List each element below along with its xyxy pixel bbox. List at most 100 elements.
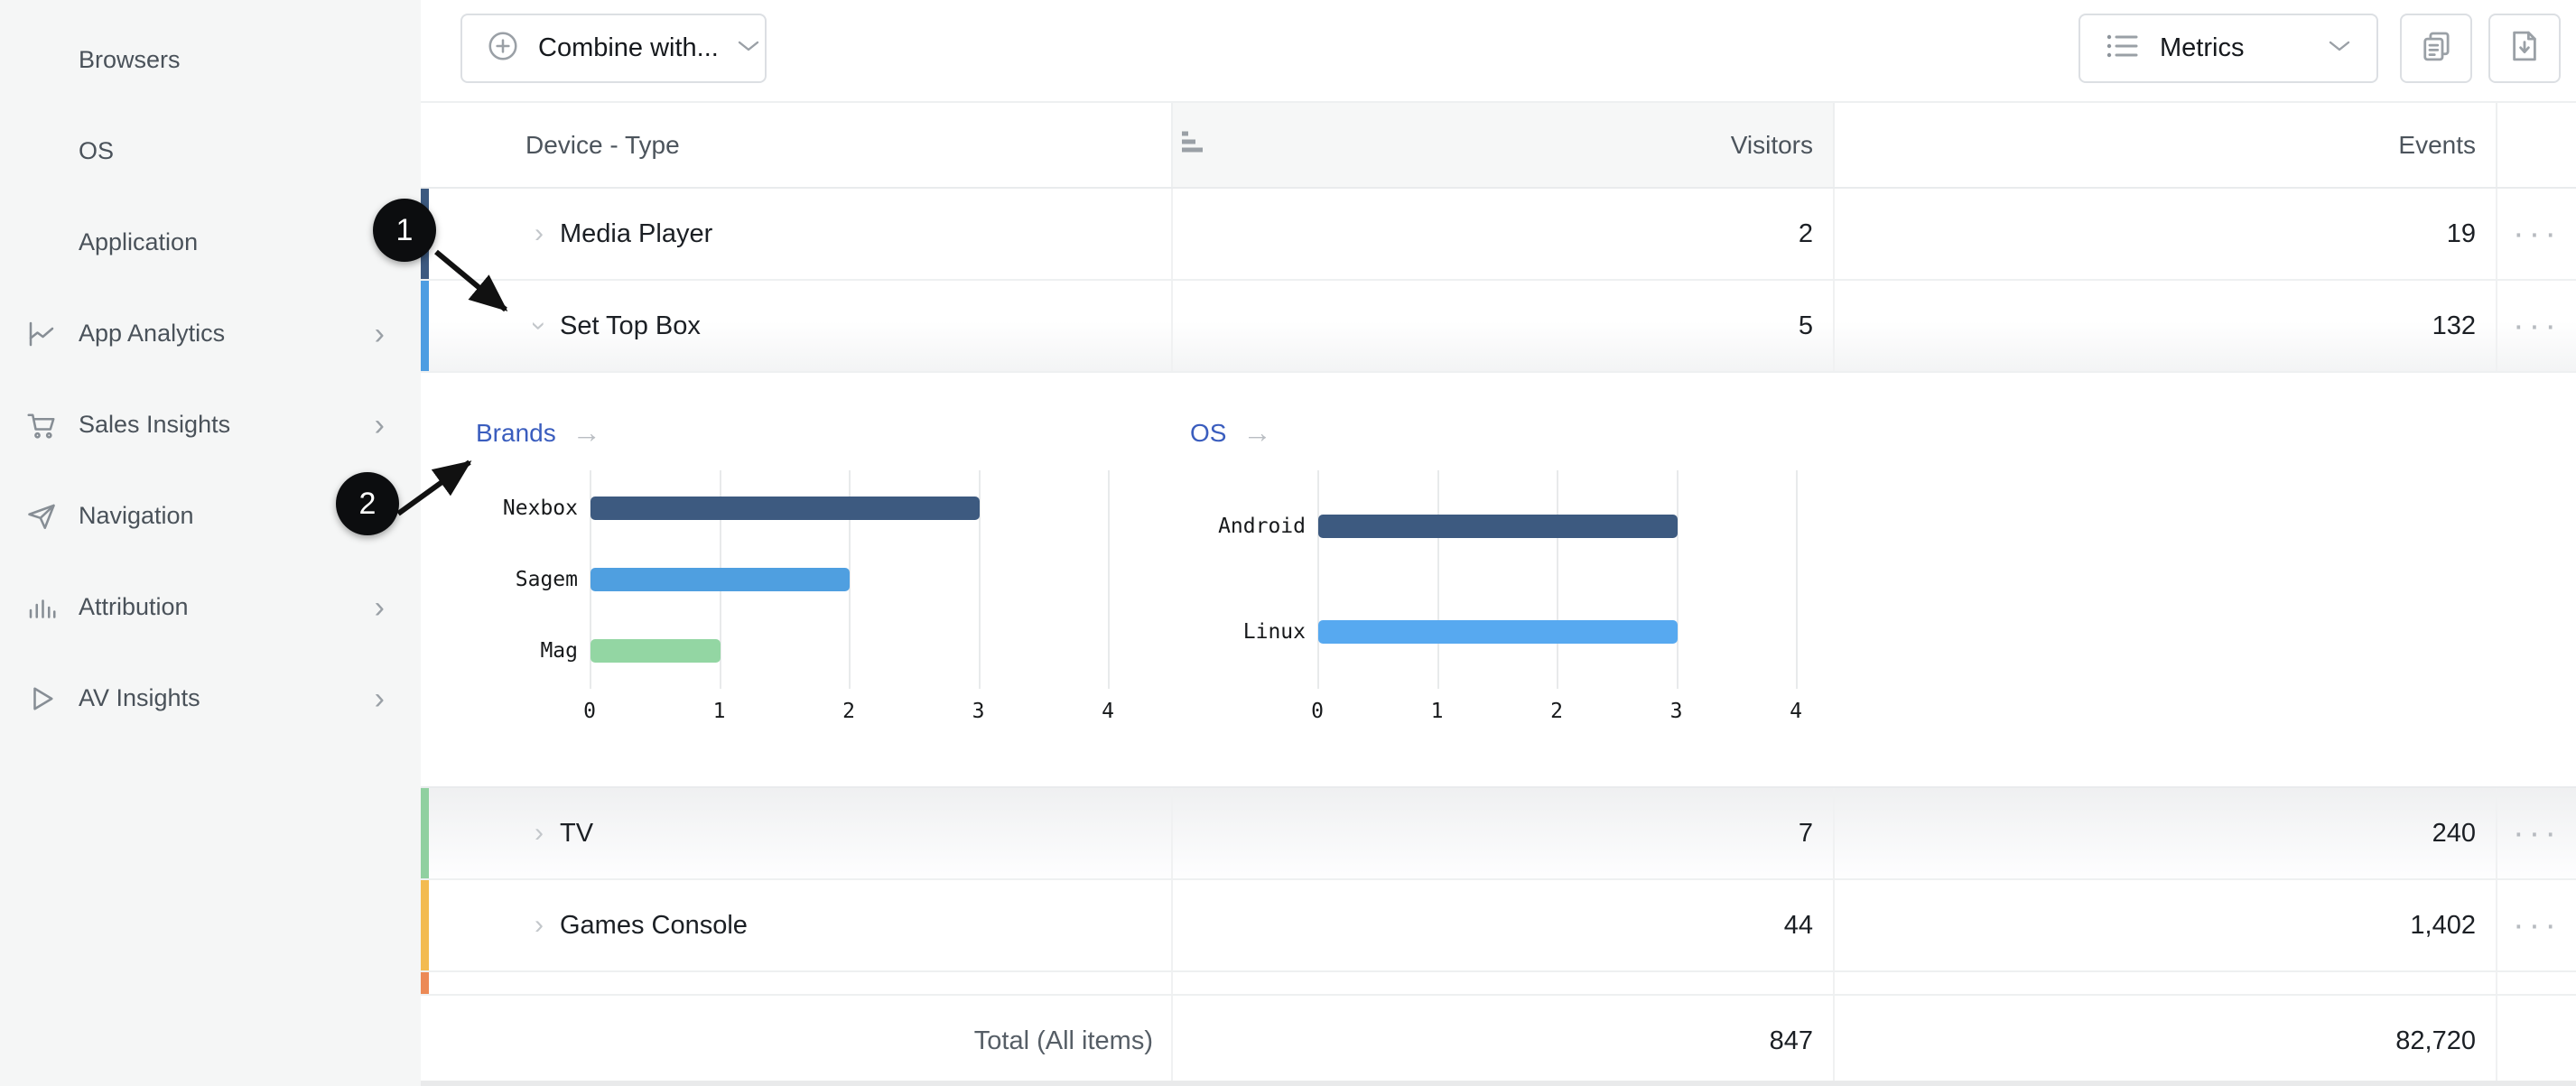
events-value: 19 [1835,189,2497,279]
ellipsis-icon[interactable]: ··· [2513,906,2561,944]
row-color-indicator [421,972,429,994]
visitors-value: 7 [1173,788,1835,878]
visitors-value: 5 [1173,281,1835,371]
category-label: Android [1218,515,1306,538]
gridline [1796,470,1798,689]
bar-sagem[interactable] [591,568,850,591]
table-row-media-player[interactable]: › Media Player 2 19 ··· [421,189,2576,281]
table-header-row: Device - Type Visitors Events [421,101,2576,189]
bar-android[interactable] [1318,515,1678,538]
table-total-row: Total (All items) 847 82,720 [421,996,2576,1086]
events-value: 132 [1835,281,2497,371]
total-visitors: 847 [1173,996,1835,1086]
category-label: Mag [540,639,578,663]
row-label: Games Console [560,910,748,940]
x-tick-label: 0 [1311,700,1324,723]
scroll-edge [421,1081,2576,1086]
sidebar-item-label: OS [79,137,115,164]
cart-icon [25,409,79,441]
row-color-indicator [421,880,429,970]
chevron-right-icon: › [374,589,385,625]
category-label: Linux [1242,620,1306,644]
column-header-visitors[interactable]: Visitors [1173,103,1835,187]
sidebar-item-label: Browsers [79,46,181,73]
bar-linux[interactable] [1318,620,1678,644]
os-chart-link[interactable]: OS → [1190,416,1272,449]
brands-chart-link[interactable]: Brands → [476,416,601,449]
x-tick-label: 3 [972,700,985,723]
chevron-right-icon[interactable]: › [535,218,544,248]
chevron-right-icon[interactable]: › [535,910,544,940]
sidebar-item-sales-insights[interactable]: Sales Insights › [0,379,421,470]
sidebar-item-os[interactable]: OS [0,106,421,197]
export-icon [2506,27,2543,70]
row-label: TV [560,818,594,848]
table-row-games-console[interactable]: › Games Console 44 1,402 ··· [421,880,2576,972]
column-header-actions [2497,103,2576,187]
sidebar-item-app-analytics[interactable]: App Analytics › [0,288,421,379]
bar-nexbox[interactable] [591,497,980,520]
row-label: Set Top Box [560,311,701,340]
play-icon [25,682,79,715]
x-tick-label: 1 [1430,700,1444,723]
sidebar: Browsers OS Application App Analytics › [0,0,421,1086]
line-chart-icon [25,318,79,350]
gridline [978,470,981,689]
gridline [1108,470,1110,689]
arrow-right-icon: → [572,416,601,449]
table-row-partial[interactable] [421,972,2576,996]
sidebar-item-browsers[interactable]: Browsers [0,14,421,106]
sidebar-item-label: Navigation [79,502,194,529]
visitors-value: 2 [1173,189,1835,279]
sidebar-item-attribution[interactable]: Attribution › [0,562,421,653]
ellipsis-icon[interactable]: ··· [2513,215,2561,253]
x-tick-label: 1 [712,700,726,723]
sidebar-item-application[interactable]: Application [0,197,421,288]
column-header-events[interactable]: Events [1835,103,2497,187]
table-row-tv[interactable]: › TV 7 240 ··· [421,788,2576,880]
sidebar-item-av-insights[interactable]: AV Insights › [0,653,421,744]
events-value: 240 [1835,788,2497,878]
combine-with-button[interactable]: Combine with... [460,14,767,83]
chevron-down-icon[interactable]: › [525,321,554,330]
column-header-device-type[interactable]: Device - Type [421,103,1173,187]
ellipsis-icon[interactable]: ··· [2513,814,2561,852]
events-value: 1,402 [1835,880,2497,970]
gridline [1676,470,1679,689]
category-label: Nexbox [502,497,578,520]
annotation-badge-2: 2 [336,472,399,535]
report-area: Combine with... Metrics [421,0,2576,1086]
copy-report-button[interactable] [2400,14,2472,83]
chevron-right-icon[interactable]: › [535,818,544,848]
category-label: Sagem [515,568,578,591]
arrow-right-icon: → [1242,416,1272,449]
metrics-label: Metrics [2160,33,2245,62]
chevron-down-icon [737,39,760,58]
total-label: Total (All items) [421,996,1173,1086]
total-events: 82,720 [1835,996,2497,1086]
copy-icon [2417,27,2455,70]
chevron-right-icon: › [374,681,385,716]
x-tick-label: 4 [1102,700,1114,723]
table-row-set-top-box[interactable]: › Set Top Box 5 132 ··· [421,281,2576,373]
row-color-indicator [421,788,429,878]
list-icon [2106,31,2140,66]
gridline [1557,470,1558,689]
gridline [849,470,851,689]
ellipsis-icon[interactable]: ··· [2513,307,2561,345]
sort-icon[interactable] [1182,129,1205,161]
sidebar-item-label: AV Insights [79,684,200,711]
paper-plane-icon [25,500,79,533]
chevron-right-icon: › [374,407,385,442]
x-tick-label: 2 [1550,700,1563,723]
export-button[interactable] [2488,14,2561,83]
row-label: Media Player [560,218,713,248]
sidebar-item-label: Application [79,228,199,255]
visitors-value: 44 [1173,880,1835,970]
metrics-dropdown[interactable]: Metrics [2078,14,2378,83]
x-tick-label: 3 [1669,700,1683,723]
combine-with-label: Combine with... [538,33,719,62]
bar-mag[interactable] [591,639,721,663]
sidebar-item-label: App Analytics [79,320,226,347]
